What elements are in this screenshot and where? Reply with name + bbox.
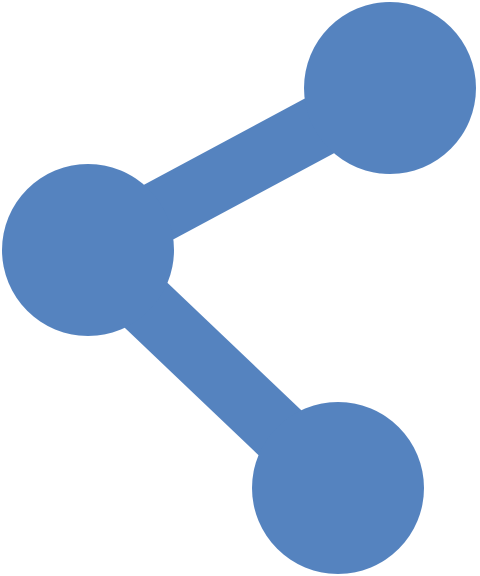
share-node-left <box>2 164 174 336</box>
share-node-bottom <box>252 402 424 574</box>
share-node-top <box>304 2 476 174</box>
